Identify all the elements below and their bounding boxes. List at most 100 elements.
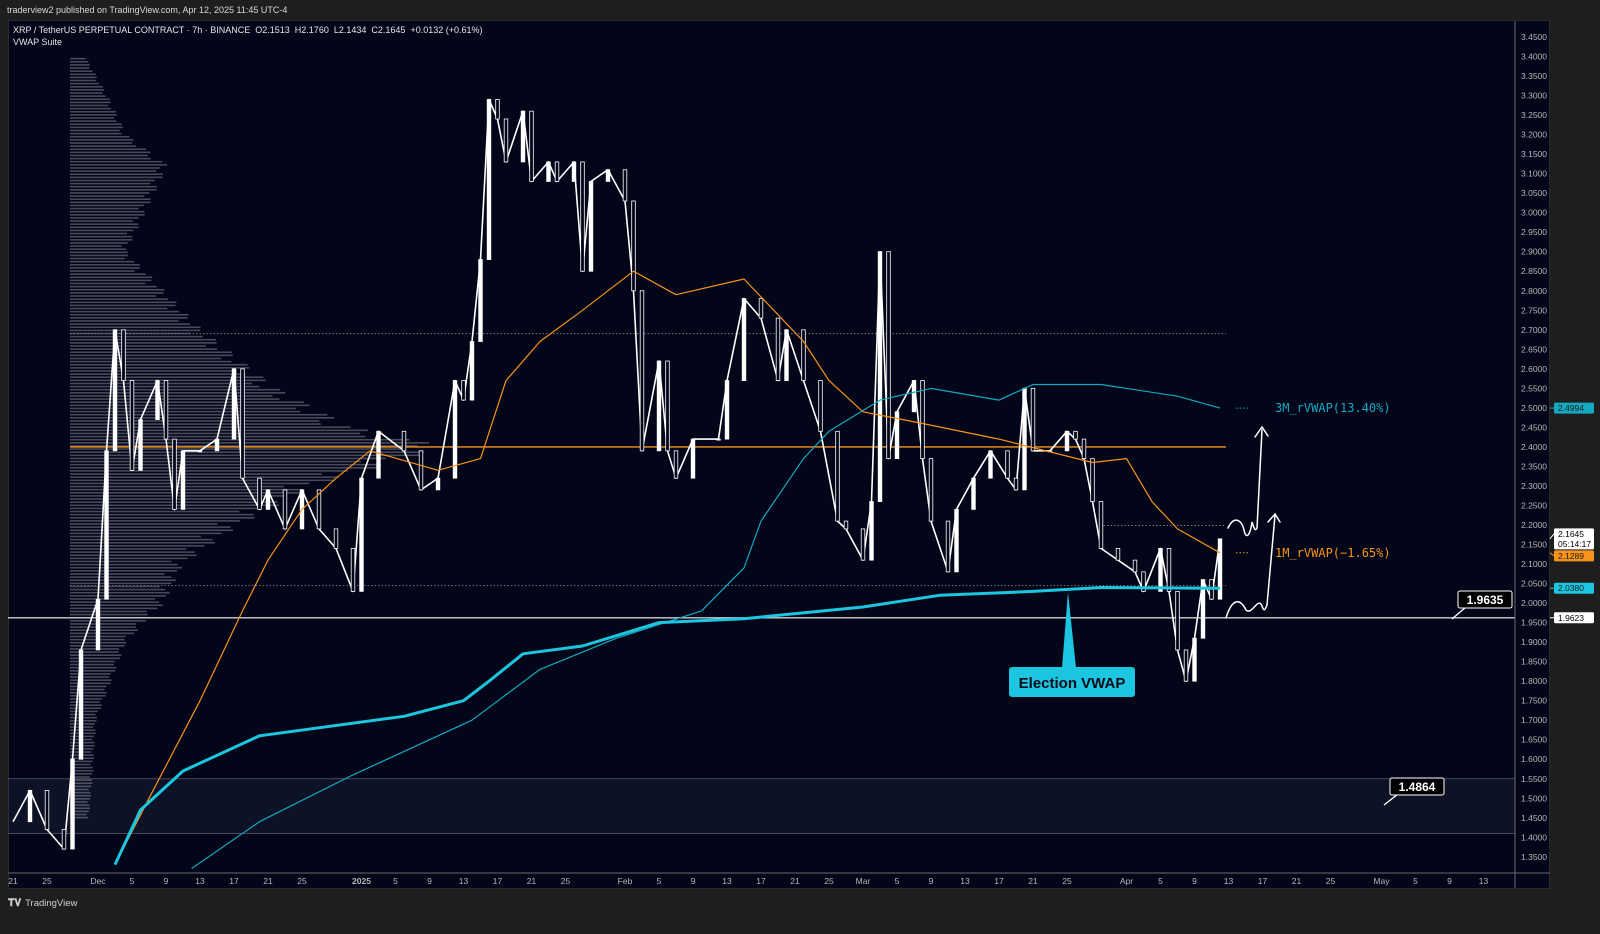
volume-profile-bar (70, 538, 213, 541)
y-tick-label: 2.0500 (1521, 579, 1547, 589)
price-candle (401, 430, 407, 452)
x-tick-label: 17 (1258, 876, 1268, 886)
y-tick-label: 1.5500 (1521, 774, 1547, 784)
volume-profile-bar (70, 451, 424, 453)
price-candle (486, 99, 492, 260)
price-tag-connector (1549, 533, 1555, 540)
price-candle (758, 298, 764, 319)
x-tick-label: 21 (1292, 876, 1302, 886)
volume-profile-bar (70, 707, 101, 710)
price-candle (1005, 450, 1010, 479)
volume-profile-bar (70, 295, 157, 297)
volume-profile-bar (70, 176, 163, 179)
volume-profile-bar (70, 585, 160, 588)
volume-profile-bar (70, 160, 163, 163)
y-tick-label: 2.7000 (1521, 325, 1547, 335)
x-tick-label: 17 (229, 876, 239, 886)
volume-profile-bar (70, 779, 92, 781)
vwap_1m-line (114, 270, 1221, 865)
volume-profile-bar (70, 135, 130, 138)
volume-profile-bar (70, 788, 89, 791)
volume-profile-bar (70, 342, 217, 344)
y-tick-label: 3.1000 (1521, 169, 1547, 179)
y-tick-label: 2.6000 (1521, 364, 1547, 374)
price-candle (928, 458, 934, 522)
x-tick-label: 21 (527, 876, 537, 886)
volume-profile-bar (70, 392, 286, 394)
price-candle (1073, 430, 1078, 440)
volume-profile-bar (70, 613, 148, 616)
price-candle (27, 790, 33, 823)
volume-profile-bar (70, 798, 90, 800)
price-candle (1132, 559, 1138, 573)
y-tick-label: 2.2500 (1521, 500, 1547, 510)
volume-profile-bar (70, 810, 89, 813)
volume-profile-bar (70, 442, 429, 444)
volume-profile-bar (70, 554, 197, 557)
plot-area: 3M_rVWAP(13.40%) 1M_rVWAP(−1.65%) Election… (8, 57, 1515, 870)
price-candle (495, 99, 500, 120)
volume-profile-bar (70, 648, 119, 650)
price-candle (1098, 501, 1104, 549)
volume-profile-bar (70, 520, 240, 522)
price-candle (265, 489, 271, 510)
volume-profile-bar (70, 301, 177, 304)
volume-profile-bar (70, 214, 145, 216)
price-candle (78, 649, 84, 760)
price-candle (784, 329, 789, 381)
symbol-info[interactable]: XRP / TetherUS PERPETUAL CONTRACT · 7h ·… (13, 25, 251, 35)
volume-profile-bar (70, 401, 304, 404)
y-tick-label: 2.6500 (1521, 344, 1547, 354)
price-candle (869, 501, 874, 561)
volume-profile-bar (70, 651, 119, 653)
volume-profile-bar (70, 563, 178, 566)
volume-profile-bar (70, 195, 145, 197)
volume-profile-bar (70, 526, 231, 528)
x-tick-label: 5 (1413, 876, 1418, 886)
price-candle (690, 438, 696, 479)
volume-profile-bar (70, 407, 296, 410)
x-tick-label: 25 (561, 876, 571, 886)
indicator-name[interactable]: VWAP Suite (13, 37, 63, 47)
price-candle (231, 368, 237, 440)
volume-profile-bar (70, 270, 135, 272)
volume-profile-bar (70, 114, 117, 116)
price-candle (1217, 538, 1223, 600)
volume-profile-bar (70, 70, 93, 72)
volume-profile-bar (70, 73, 96, 76)
x-tick-label: Apr (1120, 876, 1133, 886)
volume-profile-bar (70, 198, 151, 201)
tradingview-logo-icon: 𝐓𝐕 (8, 898, 22, 909)
volume-profile-bar (70, 676, 110, 678)
x-tick-label: 9 (929, 876, 934, 886)
price-tag (1554, 528, 1594, 550)
volume-profile-bar (70, 760, 93, 763)
volume-profile-bar (70, 367, 250, 369)
y-tick-label: 2.8000 (1521, 286, 1547, 296)
volume-profile-bar (70, 154, 148, 157)
price-candle (350, 548, 356, 592)
volume-profile-bar (70, 189, 157, 191)
y-tick-label: 2.9500 (1521, 227, 1547, 237)
volume-profile-bar (70, 413, 328, 416)
projection-arrow-upper (1227, 425, 1269, 537)
y-tick-label: 1.4500 (1521, 813, 1547, 823)
volume-profile-bar (70, 551, 195, 553)
volume-profile-bar (70, 239, 133, 241)
price-candle (1090, 458, 1095, 502)
chart-panel[interactable] (8, 20, 1550, 889)
price-candle (61, 829, 67, 850)
y-tick-label: 2.5000 (1521, 403, 1547, 413)
volume-profile-bar (70, 498, 262, 500)
price-candle (911, 380, 917, 413)
volume-profile-bar (70, 167, 160, 169)
y-tick-label: 3.4500 (1521, 32, 1547, 42)
x-tick-label: May (1373, 876, 1390, 886)
volume-profile-bar (70, 670, 116, 672)
volume-profile-bar (70, 220, 133, 222)
x-tick-label: 9 (164, 876, 169, 886)
volume-profile-bar (70, 323, 190, 325)
vwap_3m-line (191, 383, 1221, 870)
volume-profile-bar (70, 694, 106, 697)
